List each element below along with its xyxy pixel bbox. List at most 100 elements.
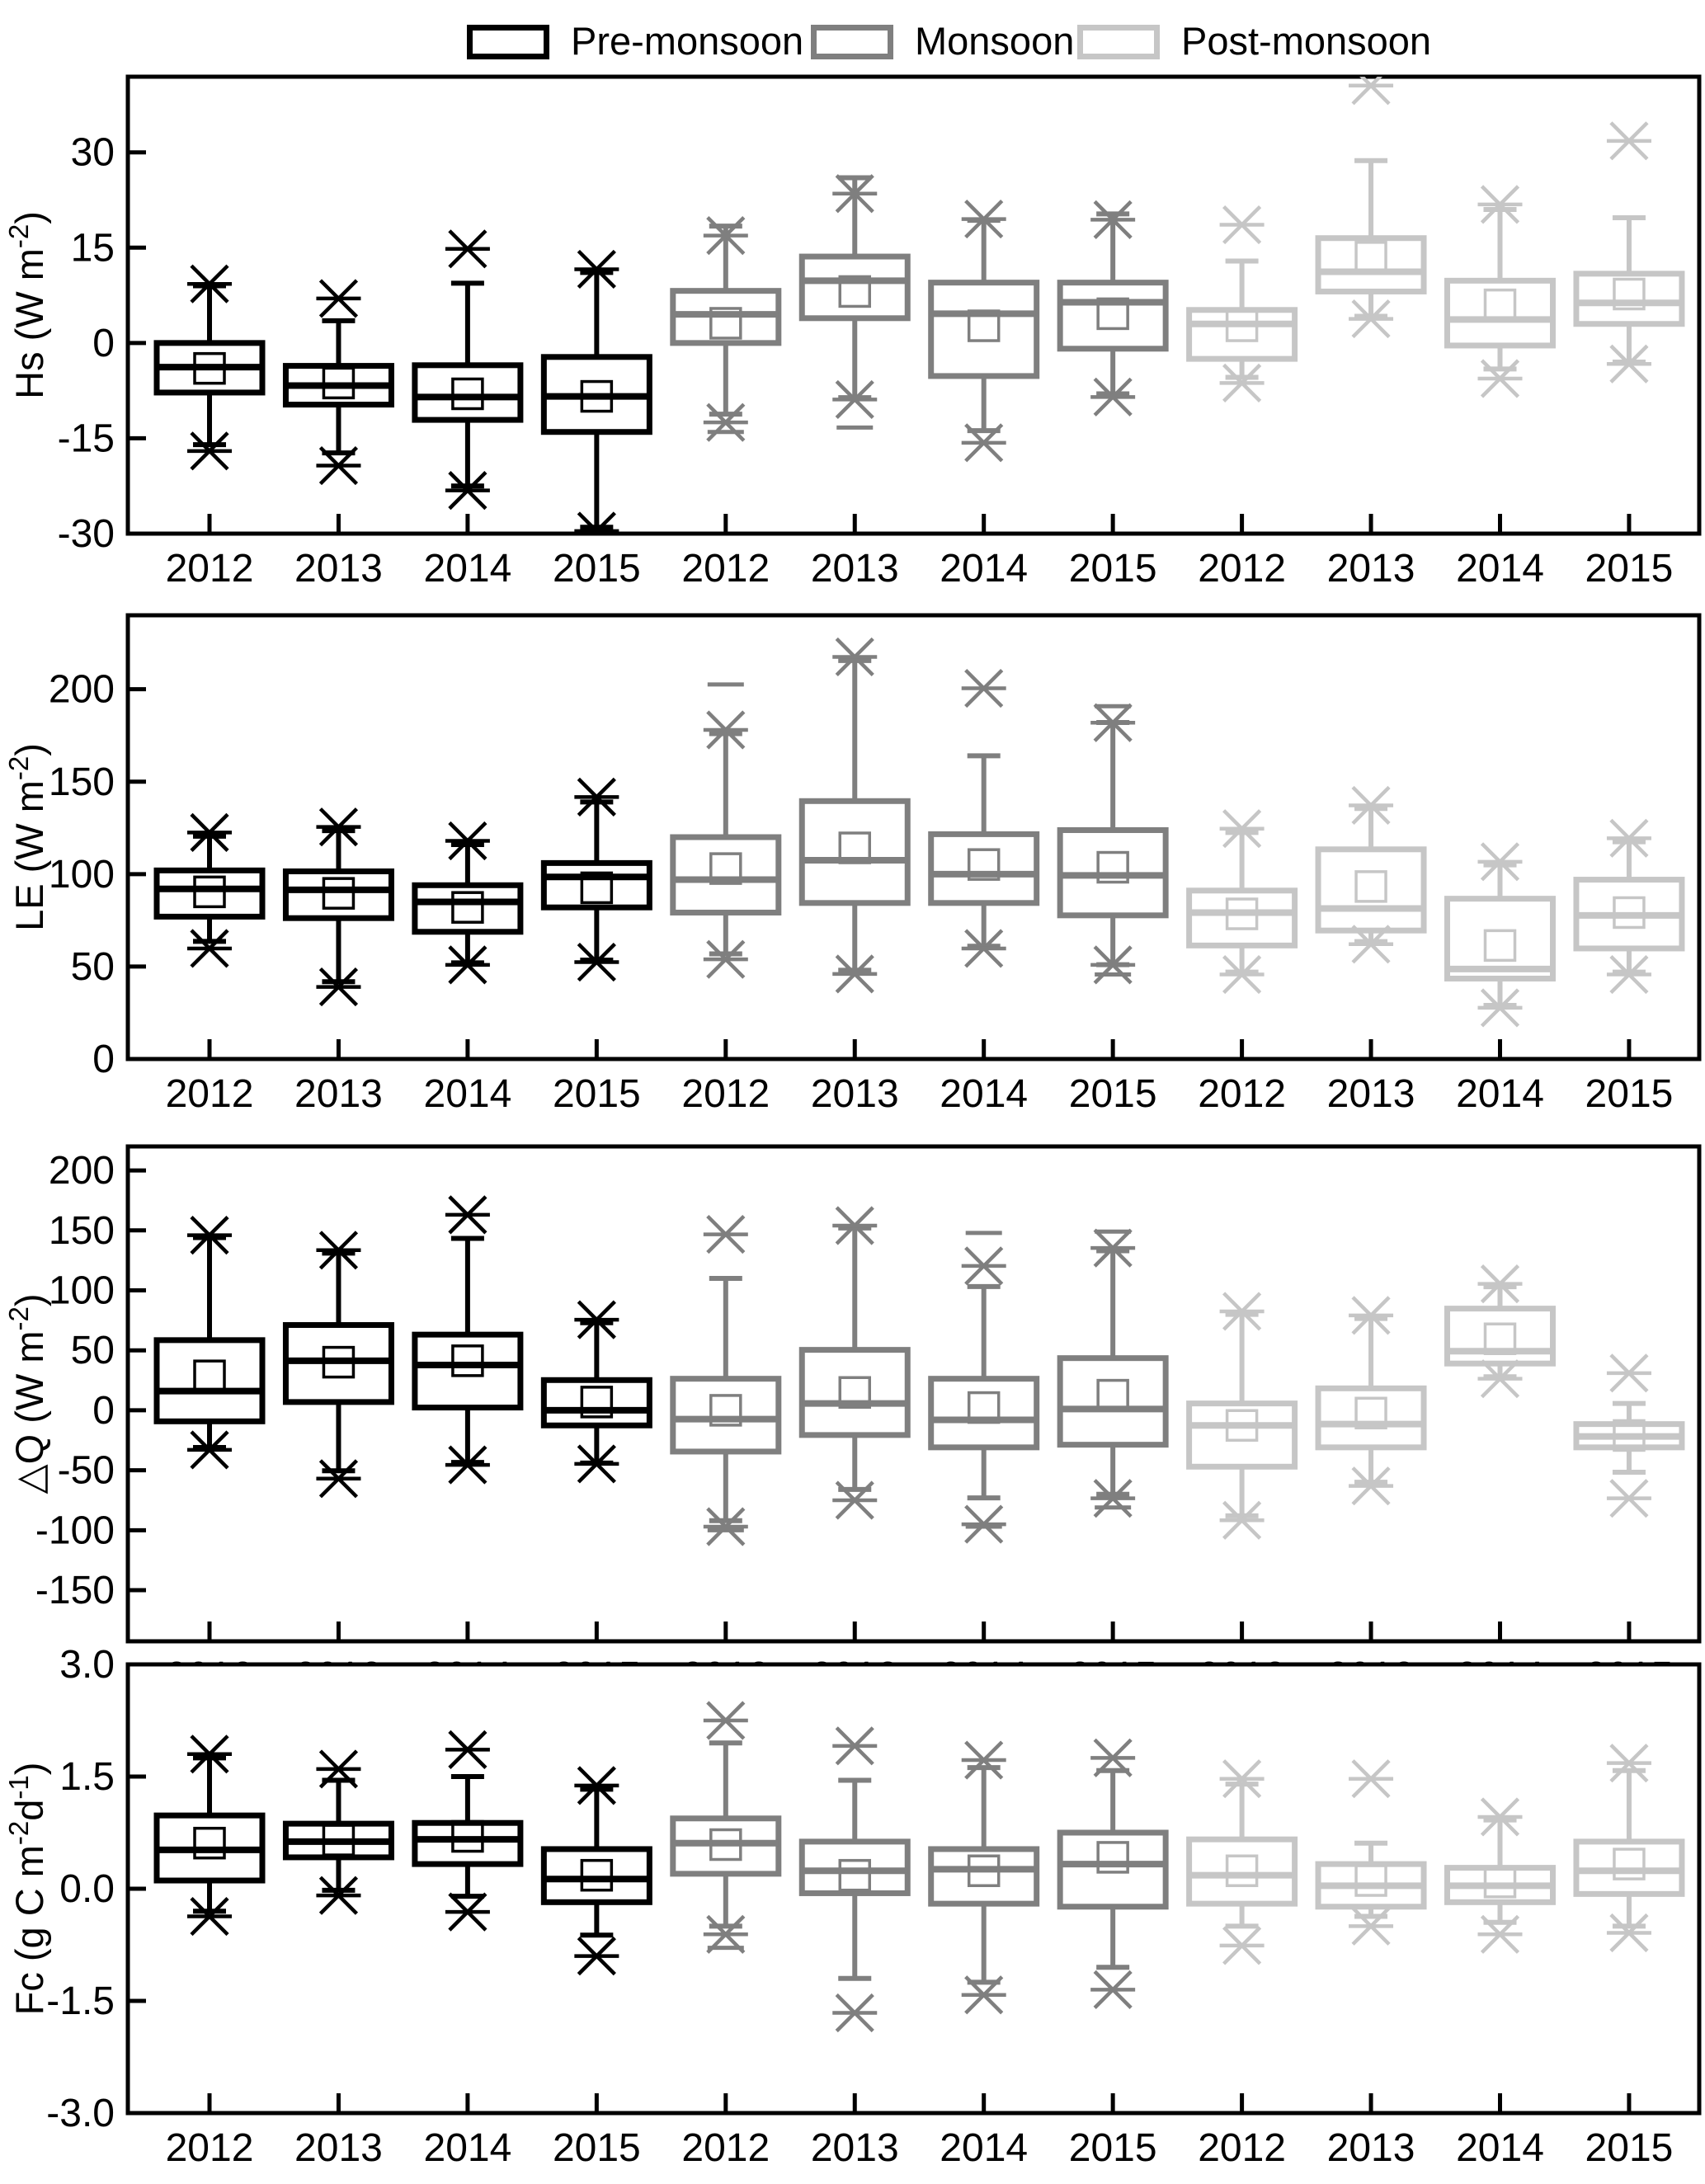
outlier-x-marker: [1606, 954, 1651, 995]
outlier-x-marker: [574, 1300, 619, 1339]
outlier-x-marker: [445, 471, 490, 511]
outlier-x-marker: [574, 777, 619, 817]
y-tick-label-le: 100: [49, 853, 115, 897]
box-monsoon-2014-hs: [928, 200, 1040, 463]
outlier-x-marker: [1219, 954, 1265, 995]
y-tick-label-dq: -150: [35, 1569, 115, 1612]
outlier-x-marker: [187, 431, 232, 471]
outlier-x-marker: [703, 710, 748, 750]
x-tick-label-year: 2012: [1198, 547, 1286, 591]
outlier-x-marker: [1219, 1926, 1265, 1965]
x-tick-label-year: 2012: [166, 2126, 254, 2170]
x-tick-label-year: 2012: [1198, 1072, 1286, 1116]
outlier-x-marker: [1477, 1914, 1523, 1954]
x-tick-label-year: 2015: [553, 1072, 641, 1116]
y-tick-label-dq: -50: [58, 1449, 115, 1493]
y-axis-label-le: LE (W m-2): [3, 743, 51, 931]
x-tick-label-year: 2014: [940, 1072, 1028, 1116]
outlier-x-marker: [316, 1231, 361, 1270]
outlier-x-marker: [832, 1993, 878, 2033]
outlier-x-marker: [1219, 205, 1265, 245]
mean-marker: [1483, 1322, 1517, 1356]
outlier-x-marker: [187, 1430, 232, 1470]
outlier-x-marker: [445, 229, 490, 269]
box-pre-monsoon-2013-le: [282, 807, 394, 1007]
mean-marker: [193, 351, 226, 385]
outlier-x-marker: [1219, 809, 1265, 849]
outlier-x-marker: [1090, 1228, 1136, 1268]
outlier-x-marker: [316, 279, 361, 318]
box-monsoon-2014-dq: [928, 1231, 1040, 1544]
mean-marker: [709, 852, 742, 885]
mean-marker: [580, 871, 614, 905]
box-pre-monsoon-2015-le: [540, 777, 652, 982]
outlier-x-marker: [574, 942, 619, 982]
outlier-x-marker: [1219, 1292, 1265, 1331]
y-tick-label-fc: 3.0: [59, 1643, 115, 1687]
mean-marker: [1096, 297, 1129, 331]
box-pre-monsoon-2013-hs: [282, 279, 394, 486]
y-axis-label-dq: △Q (W m-2): [3, 1294, 51, 1494]
box-monsoon-2012-hs: [670, 216, 782, 442]
mean-marker: [1613, 277, 1646, 311]
legend-swatch-post-monsoon: [1077, 25, 1160, 59]
box-monsoon-2012-fc: [670, 1701, 782, 1954]
panel-frame-le: [125, 613, 1702, 1061]
outlier-x-marker: [1606, 1913, 1651, 1953]
outlier-x-marker: [445, 945, 490, 985]
x-tick-label-year: 2015: [1585, 2126, 1674, 2170]
outlier-x-marker: [1606, 1479, 1651, 1518]
box-monsoon-2013-dq: [798, 1206, 911, 1520]
outlier-x-marker: [961, 668, 1006, 708]
outlier-x-marker: [574, 1766, 619, 1805]
mean-marker: [1225, 1854, 1259, 1887]
outlier-x-marker: [574, 1937, 619, 1976]
outlier-x-marker: [1090, 1970, 1136, 2009]
box-pre-monsoon-2015-hs: [540, 249, 652, 534]
mean-marker: [967, 1854, 1001, 1887]
box-pre-monsoon-2014-dq: [412, 1195, 524, 1485]
outlier-x-marker: [703, 1215, 748, 1254]
x-tick-label-year: 2014: [424, 1072, 512, 1116]
outlier-x-marker: [316, 445, 361, 486]
y-axis-label-fc: Fc (g C m-2d-1): [3, 1763, 51, 2016]
y-tick-label-dq: 0: [92, 1389, 115, 1433]
outlier-x-marker: [187, 812, 232, 852]
box-post-monsoon-2013-fc: [1315, 1759, 1427, 1946]
box-post-monsoon-2013-le: [1315, 785, 1427, 964]
box-pre-monsoon-2015-dq: [540, 1300, 652, 1484]
mean-marker: [709, 307, 742, 340]
outlier-x-marker: [1349, 77, 1394, 106]
outlier-x-marker: [832, 1726, 878, 1766]
outlier-x-marker: [1349, 299, 1394, 339]
mean-marker: [1613, 1419, 1646, 1452]
outlier-x-marker: [1606, 1353, 1651, 1393]
outlier-x-marker: [1477, 185, 1523, 224]
mean-marker: [451, 377, 484, 411]
mean-marker: [1483, 1866, 1517, 1899]
mean-marker: [193, 1826, 226, 1860]
outlier-x-marker: [445, 821, 490, 861]
mean-marker: [1354, 1864, 1387, 1897]
outlier-x-marker: [1090, 200, 1136, 239]
outlier-x-marker: [1349, 785, 1394, 826]
box-pre-monsoon-2013-dq: [282, 1231, 394, 1499]
y-tick-label-le: 150: [49, 760, 115, 804]
box-monsoon-2015-dq: [1057, 1228, 1169, 1518]
box-post-monsoon-2014-dq: [1444, 1264, 1556, 1399]
outlier-x-marker: [961, 1975, 1006, 2015]
outlier-x-marker: [574, 249, 619, 289]
y-tick-label-hs: -30: [58, 512, 115, 556]
box-post-monsoon-2014-le: [1444, 842, 1556, 1028]
x-tick-label-year: 2012: [166, 1072, 254, 1116]
outlier-x-marker: [316, 1876, 361, 1915]
box-post-monsoon-2015-le: [1573, 818, 1685, 995]
box-pre-monsoon-2012-hs: [153, 264, 266, 471]
outlier-x-marker: [1606, 1744, 1651, 1783]
y-tick-label-fc: -1.5: [46, 1979, 115, 2023]
outlier-x-marker: [1090, 377, 1136, 417]
outlier-x-marker: [1090, 703, 1136, 742]
box-pre-monsoon-2013-fc: [282, 1749, 394, 1915]
